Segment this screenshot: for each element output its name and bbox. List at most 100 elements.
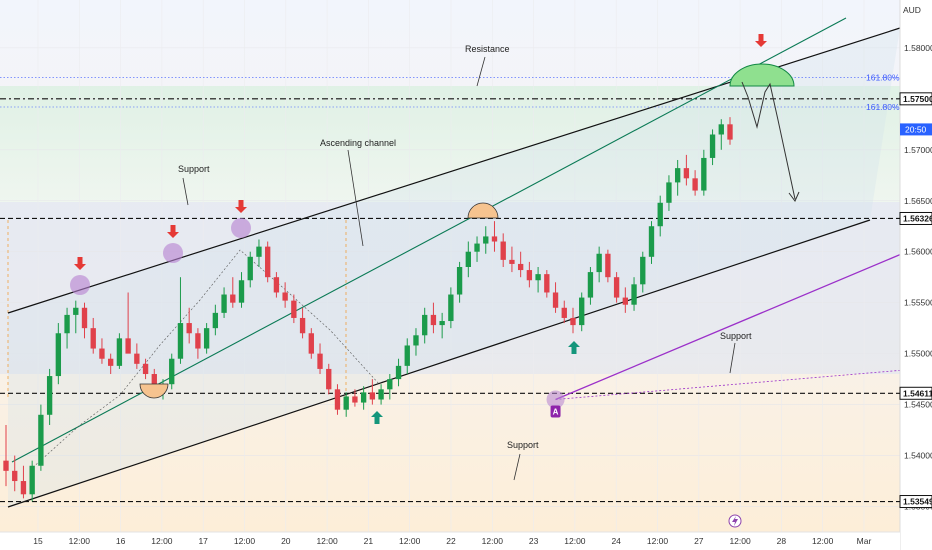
candle-body [640, 256, 646, 285]
channel-area [8, 28, 900, 507]
y-axis-panel [900, 0, 932, 550]
level-tag-text: 1.57500 [903, 94, 932, 104]
candle-body [256, 246, 262, 257]
candle-body [20, 481, 27, 495]
candle-body [613, 277, 620, 298]
fib-label: 161.80% [866, 102, 900, 112]
candle-body [12, 470, 18, 482]
x-tick-label: 24 [611, 536, 621, 546]
candle-body [413, 335, 419, 346]
candle-body [526, 270, 533, 281]
candle-body [587, 272, 594, 298]
x-tick-label: Mar [857, 536, 872, 546]
candle-body [605, 253, 611, 278]
y-tick-label: 1.58000 [904, 43, 932, 53]
annotations [70, 34, 800, 481]
candle-body [596, 253, 602, 273]
x-tick-label: 12:00 [647, 536, 669, 546]
candle-body [509, 259, 515, 264]
x-tick-label: 22 [446, 536, 456, 546]
candle-body [151, 374, 157, 387]
level-tag-bg [899, 386, 932, 400]
y-tick-label: 1.55500 [904, 298, 932, 308]
candle-body [535, 274, 541, 281]
candle-body [64, 314, 70, 334]
candle-body [81, 307, 88, 329]
x-tick-label: 12:00 [399, 536, 421, 546]
y-tick-label: 1.57000 [904, 145, 932, 155]
x-axis: 15 12:00 16 12:00 17 12:00 20 12:00 21 12:00 22 12:… [33, 536, 871, 546]
level-tag: 1.53549 [899, 495, 932, 509]
resistance-touch-marker [231, 218, 251, 238]
down-arrow-icon [755, 34, 767, 47]
candle-body [439, 321, 445, 326]
x-tick-label: 16 [116, 536, 126, 546]
x-tick-label: 12:00 [482, 536, 504, 546]
candle-body [29, 465, 35, 495]
level-tag: 1.57500 [899, 92, 932, 106]
candle-body [474, 243, 480, 252]
candle-body [517, 263, 524, 271]
level-tag: 1.56326 [899, 211, 932, 225]
x-tick-label: 28 [777, 536, 787, 546]
candle-body [90, 328, 96, 349]
resistance-touch-marker [163, 243, 183, 263]
candles [3, 117, 733, 502]
candle-body [308, 333, 314, 354]
x-axis-panel [0, 532, 900, 550]
candle-body [291, 300, 297, 318]
y-tick-label: 1.55000 [904, 349, 932, 359]
candle-body [38, 414, 44, 466]
level-tag-bg [899, 211, 932, 225]
annotation-labels: Resistance Ascending channel Support Sup… [178, 44, 752, 450]
candle-body [683, 168, 690, 179]
candle-body [552, 292, 559, 308]
candle-body [648, 226, 655, 257]
candle-body [247, 256, 253, 281]
x-tick-label: 20 [281, 536, 291, 546]
projection-path [741, 81, 796, 200]
level-tag-text: 1.56326 [903, 213, 932, 223]
pattern-point-marker [546, 390, 565, 409]
x-tick-label: 12:00 [234, 536, 256, 546]
candle-body [326, 368, 332, 390]
candle-body [666, 182, 672, 203]
pattern-legs [555, 240, 932, 401]
candle-body [299, 317, 306, 334]
down-arrow-icon [235, 200, 247, 213]
candle-body [134, 353, 140, 364]
candle-body [212, 312, 219, 329]
candle-body [727, 124, 733, 140]
projection-arrow-head [788, 191, 800, 202]
x-tick-label: 12:00 [812, 536, 834, 546]
resistance-touch-marker [70, 275, 90, 295]
pattern-label-A [550, 405, 561, 418]
down-arrow-icon [167, 225, 179, 238]
candle-body [203, 328, 210, 349]
channel-fill [8, 28, 900, 507]
down-arrow-icon [74, 257, 86, 270]
candle-body [55, 333, 62, 377]
pattern-label-text: A [553, 408, 559, 417]
currency-label: AUD [903, 5, 921, 15]
channel-label: Ascending channel [320, 138, 396, 148]
up-arrow-icon [568, 341, 580, 354]
candle-body [378, 389, 384, 400]
candle-body [360, 392, 367, 403]
candle-body [186, 323, 192, 334]
fib-label: 161.80% [866, 72, 900, 82]
candle-body [273, 277, 280, 293]
candle-body [99, 348, 105, 359]
resistance-label: Resistance [465, 44, 510, 54]
candle-body [195, 333, 201, 349]
candle-body [116, 338, 123, 366]
candle-body [570, 317, 576, 326]
up-arrow-icon [371, 411, 383, 424]
candle-body [177, 323, 184, 359]
candle-body [282, 292, 288, 301]
lightning-icon[interactable] [728, 514, 742, 528]
candle-body [422, 314, 428, 336]
level-tag: 1.54611 [899, 386, 932, 400]
candle-body [73, 307, 79, 315]
current-price-tag [900, 123, 932, 136]
